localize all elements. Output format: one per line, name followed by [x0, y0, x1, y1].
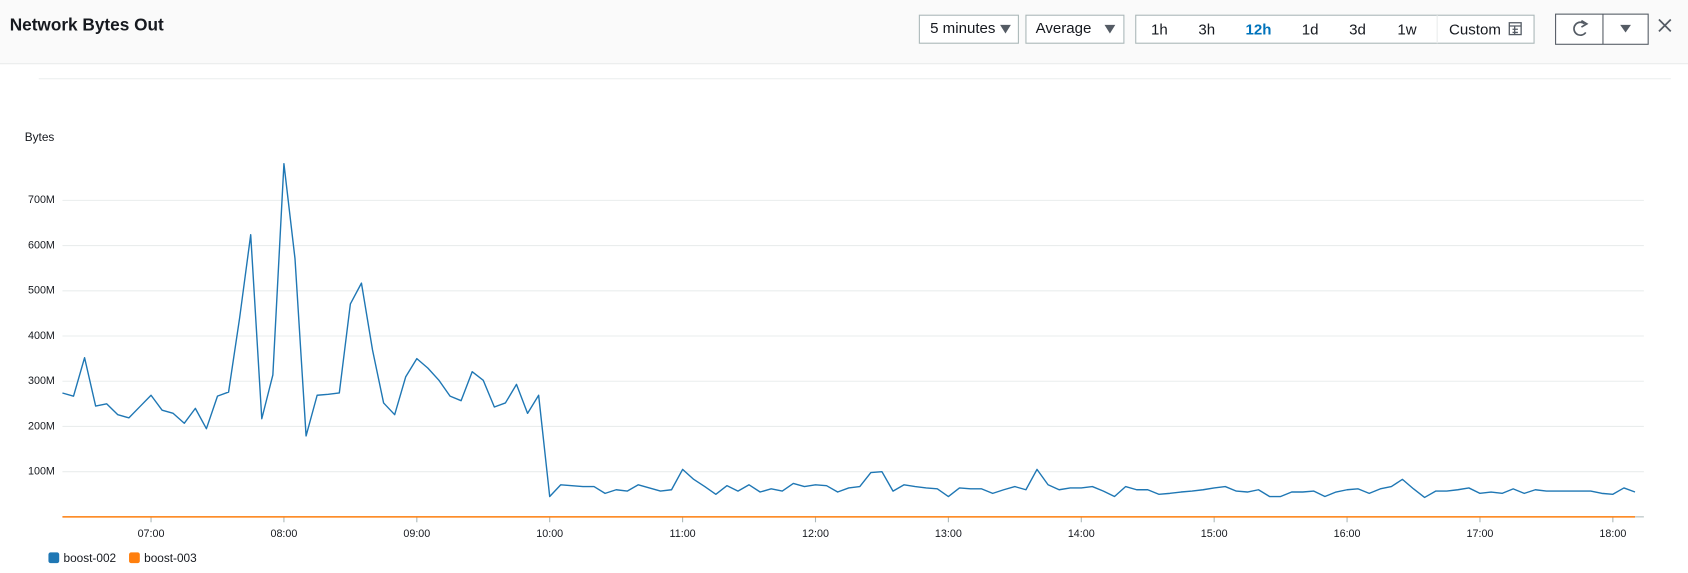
x-tick-label: 12:00: [802, 528, 829, 540]
dropdown-label[interactable]: Average: [1036, 20, 1092, 37]
x-tick-label: 17:00: [1467, 528, 1494, 540]
y-tick-label: 200M: [28, 420, 55, 432]
calendar-icon[interactable]: [1508, 22, 1522, 36]
y-tick-label: 600M: [28, 239, 55, 251]
calendar-grid[interactable]: [1509, 25, 1522, 35]
range-option[interactable]: 3h: [1198, 21, 1215, 38]
series-line: [62, 163, 1636, 499]
menu-caret[interactable]: [1620, 24, 1631, 33]
statistic-dropdown[interactable]: Average: [1025, 14, 1125, 44]
range-option[interactable]: 3d: [1349, 21, 1366, 38]
x-tick-label: 07:00: [138, 528, 165, 540]
dropdown-box[interactable]: [918, 14, 1019, 44]
x-tick-label: 08:00: [270, 528, 297, 540]
x-tick-label: 11:00: [670, 528, 696, 540]
range-option[interactable]: 1h: [1151, 21, 1168, 38]
plot-area: 100M 200M 300M 400M 500M 600M 700M 07:00 08:00 09…: [28, 163, 1644, 565]
refresh-icon[interactable]: [1573, 21, 1587, 37]
y-tick-label: 700M: [28, 194, 55, 206]
range-option[interactable]: 1w: [1397, 21, 1416, 38]
y-axis-label: Bytes: [25, 130, 55, 144]
x-tick-label: 13:00: [935, 528, 962, 540]
x-tick-label: 16:00: [1334, 528, 1361, 540]
range-option[interactable]: 12h: [1245, 21, 1271, 38]
legend-swatch: [48, 552, 60, 564]
x-tick-label: 18:00: [1599, 528, 1626, 540]
x-tick-label: 09:00: [403, 528, 430, 540]
range-option[interactable]: 1d: [1302, 21, 1319, 38]
legend-label: boost-002: [64, 551, 117, 565]
y-tick-label: 500M: [28, 285, 55, 297]
y-tick-label: 400M: [28, 330, 55, 342]
range-selector[interactable]: 1h 3h 12h 1d 3d 1w Custom: [1135, 14, 1535, 44]
legend-label: boost-003: [144, 551, 197, 565]
x-tick-label: 15:00: [1201, 528, 1228, 540]
range-option[interactable]: Custom: [1449, 21, 1501, 38]
range-box: [1135, 14, 1535, 44]
y-tick-label: 100M: [28, 466, 55, 478]
dropdown-caret[interactable]: [1000, 24, 1011, 34]
dropdown-caret[interactable]: [1104, 24, 1116, 34]
refresh-arrow[interactable]: [1580, 19, 1589, 28]
close-icon[interactable]: [1658, 18, 1672, 32]
x-tick-label: 14:00: [1068, 528, 1095, 540]
button-box[interactable]: [1555, 13, 1649, 45]
dropdown-label[interactable]: 5 minutes: [930, 20, 995, 37]
y-tick-label: 300M: [28, 375, 55, 387]
period-dropdown[interactable]: 5 minutes: [918, 14, 1019, 44]
refresh-button[interactable]: [1555, 13, 1649, 45]
widget-title: Network Bytes Out: [10, 15, 164, 35]
x-tick-label: 10:00: [536, 528, 563, 540]
legend-swatch: [129, 552, 140, 564]
